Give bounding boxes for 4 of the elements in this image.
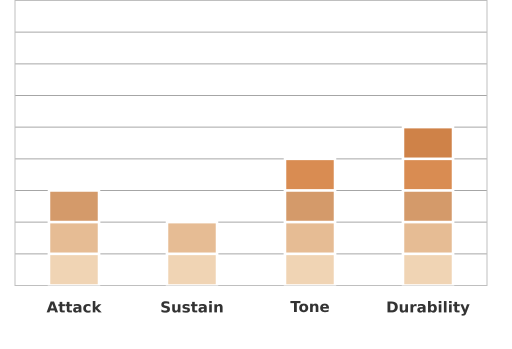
x-tick-label: Durability (388, 301, 470, 316)
x-tick-label: Tone (290, 301, 329, 312)
x-tick-label: Sustain (161, 301, 223, 313)
x-tick-label: Attack (46, 301, 102, 313)
